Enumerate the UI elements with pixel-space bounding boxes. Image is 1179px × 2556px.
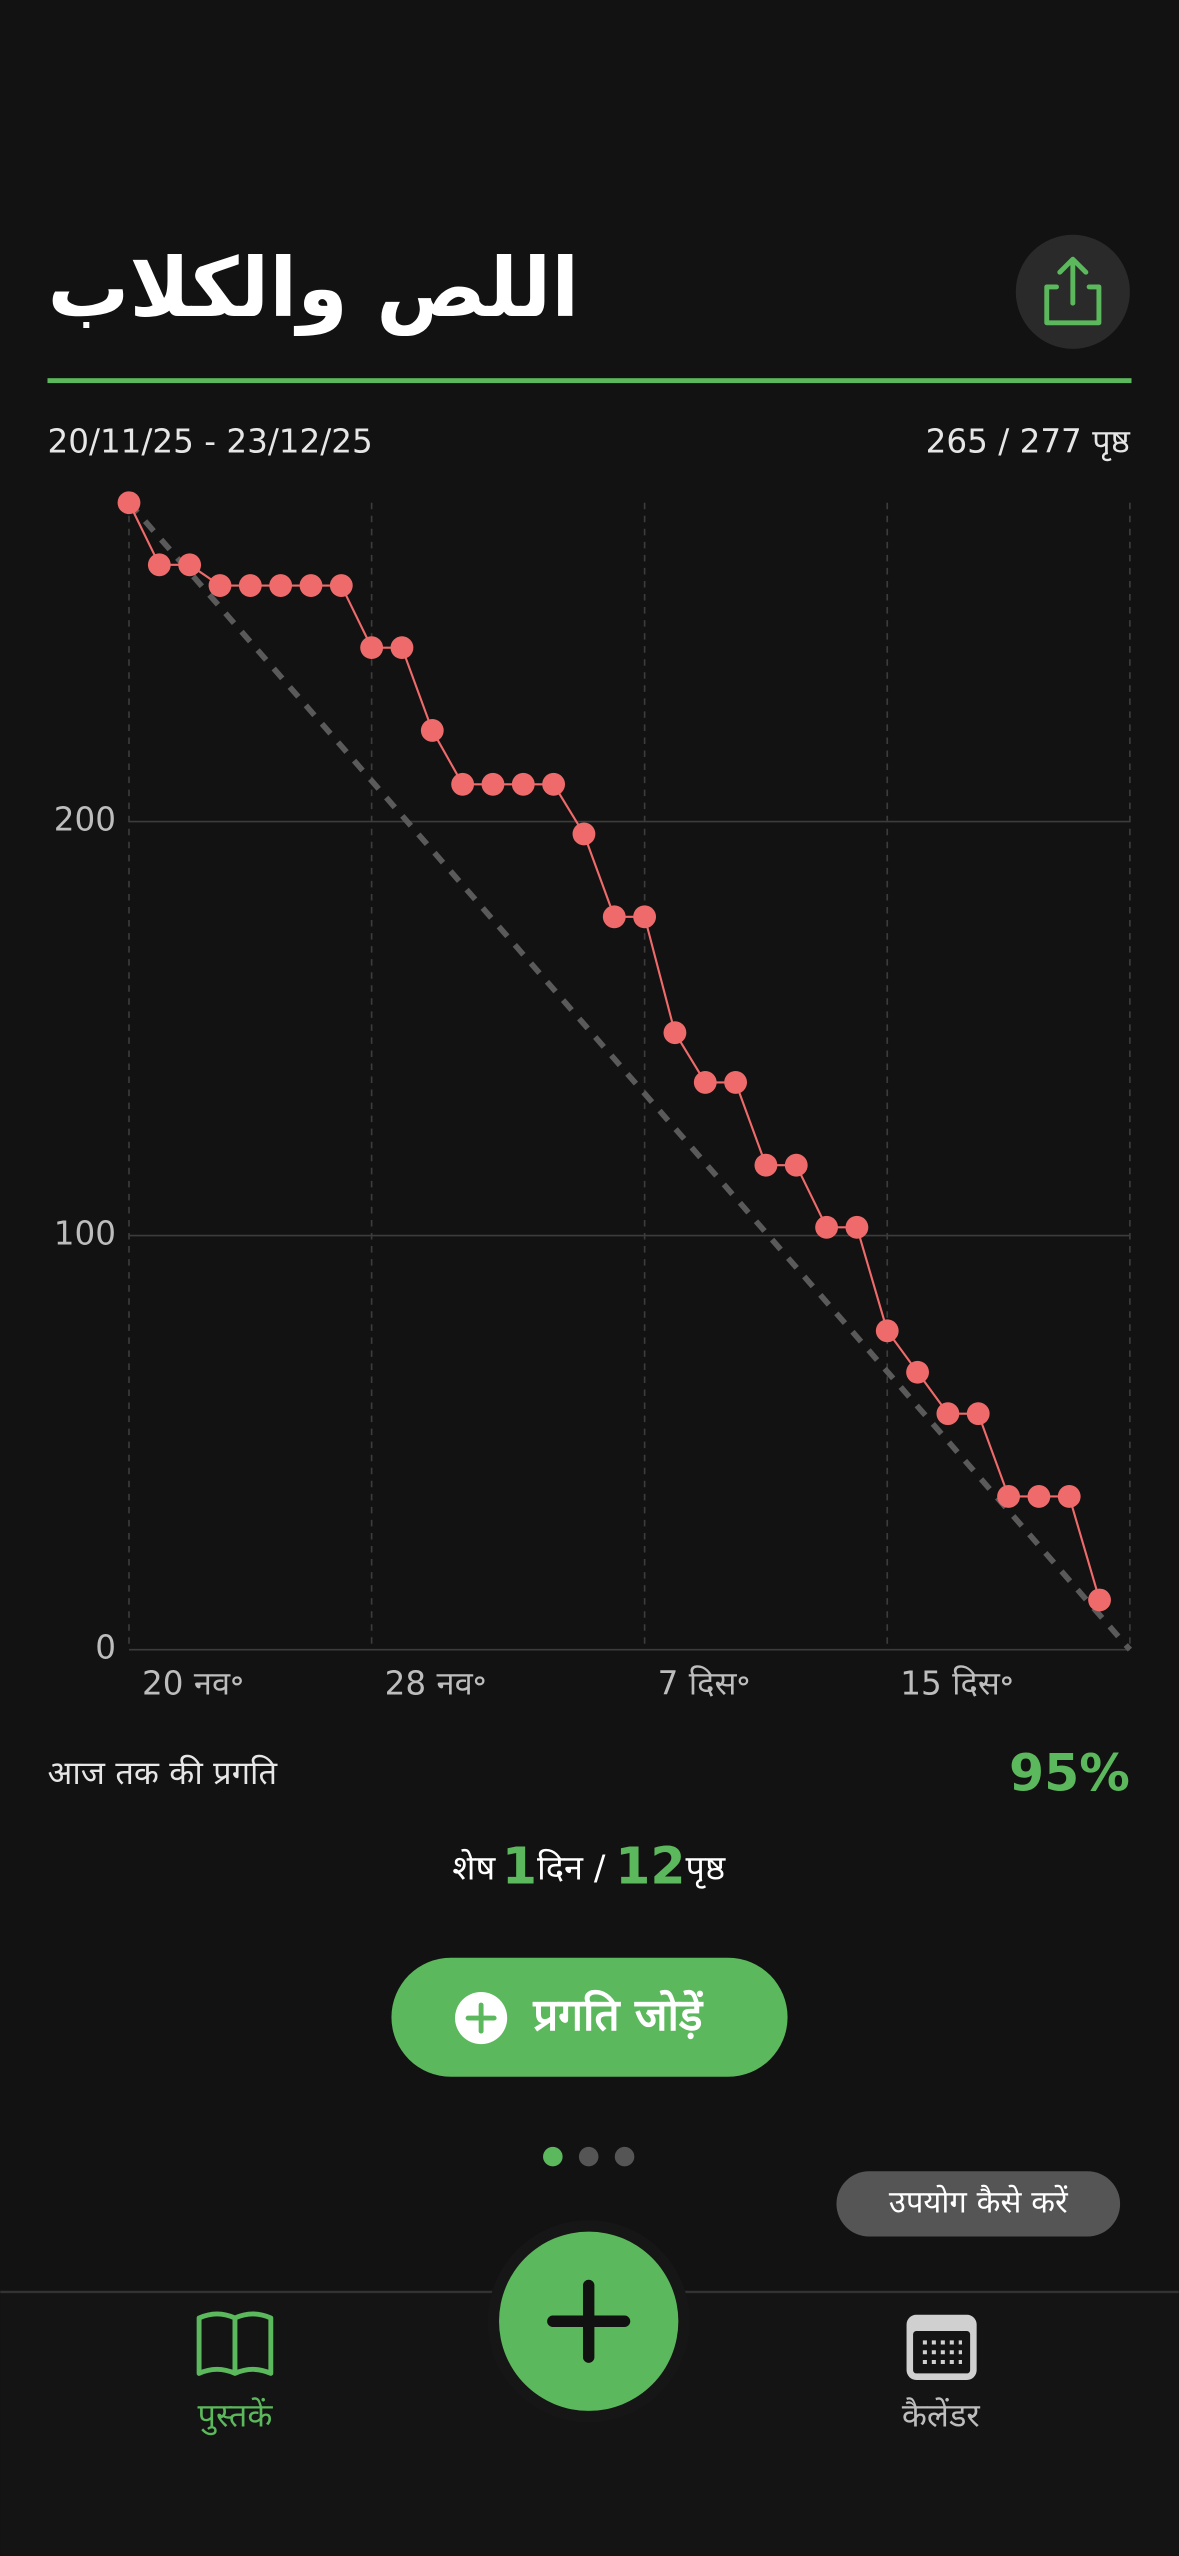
data-point	[147, 553, 171, 577]
data-point	[784, 1153, 808, 1177]
y-tick-label: 200	[54, 801, 116, 839]
data-point	[997, 1485, 1020, 1508]
data-point	[572, 822, 596, 846]
data-point	[117, 491, 141, 515]
remaining-prefix: शेष	[452, 1848, 496, 1888]
progress-percent: 95%	[1009, 1743, 1130, 1802]
data-point	[208, 574, 232, 597]
data-point	[663, 1021, 687, 1045]
data-point	[966, 1402, 990, 1426]
data-point	[329, 574, 353, 597]
remaining-days: 1	[502, 1836, 537, 1895]
data-point	[875, 1319, 899, 1343]
divider	[47, 378, 1132, 384]
share-icon	[1044, 256, 1102, 326]
progress-label: आज तक की प्रगति	[47, 1754, 278, 1792]
page-dot[interactable]	[614, 2146, 635, 2167]
button-label: प्रगति जोड़ें	[532, 1989, 704, 2041]
data-point	[845, 1215, 869, 1239]
tab-label: पुस्तकें	[198, 2396, 274, 2435]
data-point	[1057, 1485, 1081, 1508]
calendar-days	[922, 2340, 962, 2365]
data-point	[754, 1153, 778, 1177]
x-tick-label: 20 नव॰	[142, 1665, 244, 1703]
remaining-pages-unit: पृष्ठ	[686, 1848, 726, 1889]
data-point	[1027, 1485, 1051, 1508]
data-point	[390, 636, 414, 660]
data-point	[451, 772, 475, 796]
add-progress-button[interactable]: प्रगति जोड़ें	[391, 1957, 788, 2077]
data-point	[693, 1070, 717, 1094]
data-point	[815, 1215, 838, 1239]
data-point	[906, 1360, 929, 1384]
y-tick-label: 0	[95, 1629, 116, 1667]
data-point	[936, 1402, 960, 1426]
x-tick-label: 15 दिस॰	[900, 1665, 1014, 1703]
data-point	[178, 553, 202, 577]
remaining-pages: 12	[615, 1836, 685, 1895]
page-dot[interactable]	[578, 2146, 599, 2167]
data-point	[269, 574, 293, 597]
data-point	[724, 1070, 748, 1094]
tab-calendar[interactable]: कैलेंडर	[902, 2314, 981, 2435]
button-bg	[391, 1957, 788, 2077]
remaining: शेष 1दिन /12पृष्ठ	[452, 1836, 726, 1895]
ideal-line	[126, 500, 1133, 1652]
date-range: 20/11/25 - 23/12/25	[47, 422, 372, 460]
data-point	[481, 772, 505, 796]
data-point	[299, 574, 323, 597]
share-button[interactable]	[1015, 234, 1130, 349]
tab-books[interactable]: पुस्तकें	[196, 2311, 274, 2436]
help-bg	[836, 2171, 1121, 2237]
x-tick-label: 7 दिस॰	[658, 1665, 751, 1703]
data-point	[420, 719, 444, 742]
data-point	[511, 772, 535, 796]
remaining-days-unit: दिन /	[537, 1848, 606, 1888]
fab[interactable]	[487, 2220, 690, 2423]
help-label: उपयोग कैसे करें	[889, 2184, 1069, 2220]
chart: 0 100 200 20 नव॰ 28 नव॰ 7 दिस॰ 15 दिस॰	[54, 491, 1133, 1703]
data-point	[602, 905, 626, 929]
data-point	[542, 772, 566, 796]
book-title: اللص والكلاب	[47, 241, 579, 337]
help-button[interactable]: उपयोग कैसे करें	[836, 2171, 1121, 2237]
y-tick-label: 100	[54, 1215, 116, 1253]
data-point	[633, 905, 657, 929]
data-point	[360, 636, 384, 660]
books-icon	[196, 2311, 274, 2376]
tab-label: कैलेंडर	[902, 2396, 981, 2434]
x-tick-label: 28 नव॰	[385, 1665, 487, 1703]
data-point	[238, 574, 262, 597]
page-dot[interactable]	[543, 2146, 563, 2167]
button-plus	[465, 2002, 497, 2034]
fab-plus	[547, 2279, 631, 2363]
pages-read: 265 / 277 पृष्ठ	[926, 422, 1131, 461]
data-point	[1088, 1588, 1111, 1612]
